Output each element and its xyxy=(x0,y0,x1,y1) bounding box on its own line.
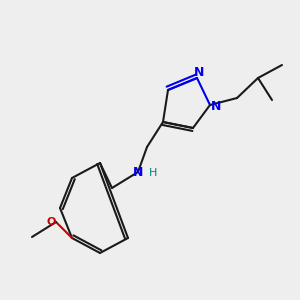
Text: N: N xyxy=(133,166,143,178)
Text: H: H xyxy=(149,169,157,178)
Text: O: O xyxy=(47,217,56,227)
Text: N: N xyxy=(194,66,205,79)
Text: N: N xyxy=(211,100,221,113)
